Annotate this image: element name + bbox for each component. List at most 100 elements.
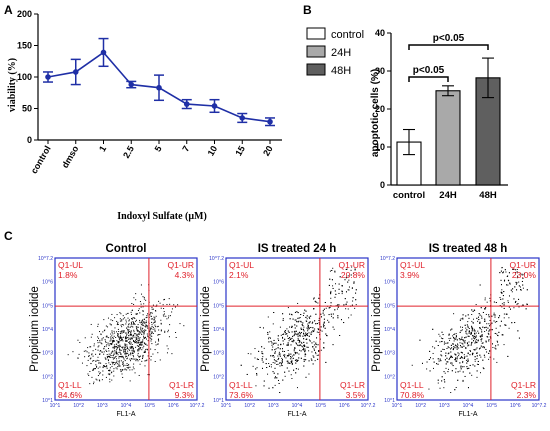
viability-point — [72, 69, 79, 75]
cytometry-frame — [396, 257, 540, 401]
apoptosis-bar — [475, 77, 501, 186]
cytometry-y-tick-label: 10^3 — [42, 351, 53, 357]
cytometry-y-tick-label: 10^3 — [384, 351, 395, 357]
viability-y-label: viability (%) — [7, 58, 18, 112]
viability-x-tick-label: 7 — [180, 144, 191, 153]
cytometry-x-tick-label: 10^4 — [463, 403, 474, 409]
cytometry-events — [411, 266, 528, 394]
quadrant-label: Q1-LR — [169, 380, 194, 390]
cytometry-y-tick-label: 10^3 — [213, 351, 224, 357]
viability-point — [128, 81, 135, 88]
cytometry-x-label: FL1-A — [287, 411, 306, 418]
cytometry-y-tick-label: 10^4 — [213, 327, 224, 333]
viability-x-tick-label: 2.5 — [121, 144, 136, 160]
cytometry-y-tick-label: 10^4 — [384, 327, 395, 333]
panel-label-c: C — [4, 229, 13, 243]
cytometry-x-tick-label: 10^5 — [315, 403, 326, 409]
cytometry-y-tick-label: 10^7.2 — [38, 256, 53, 262]
quadrant-label: 2.3% — [517, 390, 537, 400]
viability-point — [239, 115, 246, 121]
apoptosis-y-tick-label: 40 — [375, 28, 385, 38]
cytometry-events — [67, 284, 185, 394]
cytometry-x-tick-label: 10^5 — [144, 403, 155, 409]
viability-point — [100, 49, 107, 56]
quadrant-label: Q1-UR — [510, 260, 536, 270]
viability-x-tick-label: 10 — [206, 144, 220, 158]
cytometry-title: Control — [106, 243, 147, 255]
viability-y-tick-label: 200 — [17, 9, 32, 19]
cytometry-plot: IS treated 48 h Propidium iodide FL1-A 10^1… — [371, 243, 547, 418]
cytometry-frame — [225, 257, 369, 401]
flow-cytometry-panel: Control Propidium iodide FL1-A 10^1 10^1 10^2… — [29, 243, 547, 418]
apoptosis-y-tick-label: 0 — [380, 180, 385, 190]
cytometry-y-tick-label: 10^1 — [384, 398, 395, 404]
quadrant-label: Q1-LL — [229, 380, 253, 390]
quadrant-label: Q1-UR — [168, 260, 194, 270]
panel-label-b: B — [303, 3, 312, 17]
legend-swatch — [306, 63, 326, 76]
significance-bracket — [408, 44, 489, 50]
significance-label: p<0.05 — [413, 65, 445, 76]
viability-y-tick-label: 150 — [17, 41, 32, 51]
legend-swatch — [306, 27, 326, 40]
cytometry-x-label: FL1-A — [116, 411, 135, 418]
cytometry-plot: Control Propidium iodide FL1-A 10^110^1 10^2… — [29, 243, 205, 418]
quadrant-label: Q1-UL — [400, 260, 425, 270]
cytometry-x-tick-label: 10^1 — [221, 403, 232, 409]
viability-y-tick-label: 50 — [22, 104, 32, 114]
apoptosis-y-tick-label: 30 — [375, 66, 385, 76]
apoptosis-y-tick-label: 20 — [375, 104, 385, 114]
significance-label: p<0.05 — [433, 33, 465, 44]
cytometry-y-label: Propidium iodide — [200, 286, 212, 372]
cytometry-y-tick-label: 10^6 — [42, 280, 53, 286]
viability-x-tick-label: control — [29, 144, 53, 175]
cytometry-y-tick-label: 10^5 — [42, 303, 53, 309]
cytometry-title: IS treated 48 h — [429, 243, 508, 255]
viability-point — [183, 101, 190, 107]
quadrant-label: 9.3% — [175, 390, 195, 400]
panel-label-a: A — [4, 3, 13, 17]
viability-x-tick-label: 5 — [153, 144, 164, 153]
cytometry-x-tick-label: 10^2 — [244, 403, 255, 409]
quadrant-label: 70.8% — [400, 390, 425, 400]
quadrant-label: 3.9% — [400, 270, 420, 280]
quadrant-label: 4.3% — [175, 270, 195, 280]
viability-x-tick-label: 15 — [233, 144, 247, 158]
cytometry-x-label: FL1-A — [458, 411, 477, 418]
cytometry-x-tick-label: 10^3 — [97, 403, 108, 409]
legend-label: control — [331, 29, 364, 41]
cytometry-y-tick-label: 10^5 — [384, 303, 395, 309]
cytometry-x-tick-label: 10^7.2 — [190, 403, 205, 409]
cytometry-y-tick-label: 10^7.2 — [209, 256, 224, 262]
cytometry-x-tick-label: 10^7.2 — [361, 403, 376, 409]
cytometry-x-tick-label: 10^4 — [121, 403, 132, 409]
apoptosis-y-tick-label: 10 — [375, 142, 385, 152]
quadrant-label: Q1-LR — [511, 380, 536, 390]
quadrant-label: Q1-LL — [400, 380, 424, 390]
quadrant-label: 20.8% — [341, 270, 366, 280]
quadrant-label: Q1-LR — [340, 380, 365, 390]
cytometry-x-tick-label: 10^6 — [339, 403, 350, 409]
cytometry-x-tick-label: 10^6 — [510, 403, 521, 409]
viability-y-tick-label: 100 — [17, 72, 32, 82]
cytometry-y-tick-label: 10^6 — [213, 280, 224, 286]
quadrant-label: 3.5% — [346, 390, 366, 400]
cytometry-title: IS treated 24 h — [258, 243, 337, 255]
viability-x-label: Indoxyl Sulfate (μM) — [117, 211, 207, 222]
apoptosis-x-tick-label: 24H — [439, 190, 457, 201]
cytometry-y-tick-label: 10^2 — [384, 374, 395, 380]
cytometry-x-tick-label: 10^6 — [168, 403, 179, 409]
viability-x-tick-label: 1 — [97, 144, 108, 153]
cytometry-y-tick-label: 10^2 — [213, 374, 224, 380]
cytometry-y-label: Propidium iodide — [371, 286, 383, 372]
viability-point — [267, 118, 273, 125]
apoptosis-y-label: apoptotic cells (%) — [370, 69, 381, 157]
cytometry-x-tick-label: 10^5 — [486, 403, 497, 409]
significance-bracket — [408, 76, 449, 82]
quadrant-label: 73.6% — [229, 390, 254, 400]
cytometry-y-tick-label: 10^6 — [384, 280, 395, 286]
cytometry-plot: IS treated 24 h Propidium iodide FL1-A 10^1… — [200, 243, 376, 418]
quadrant-label: Q1-UR — [339, 260, 365, 270]
cytometry-y-tick-label: 10^2 — [42, 374, 53, 380]
